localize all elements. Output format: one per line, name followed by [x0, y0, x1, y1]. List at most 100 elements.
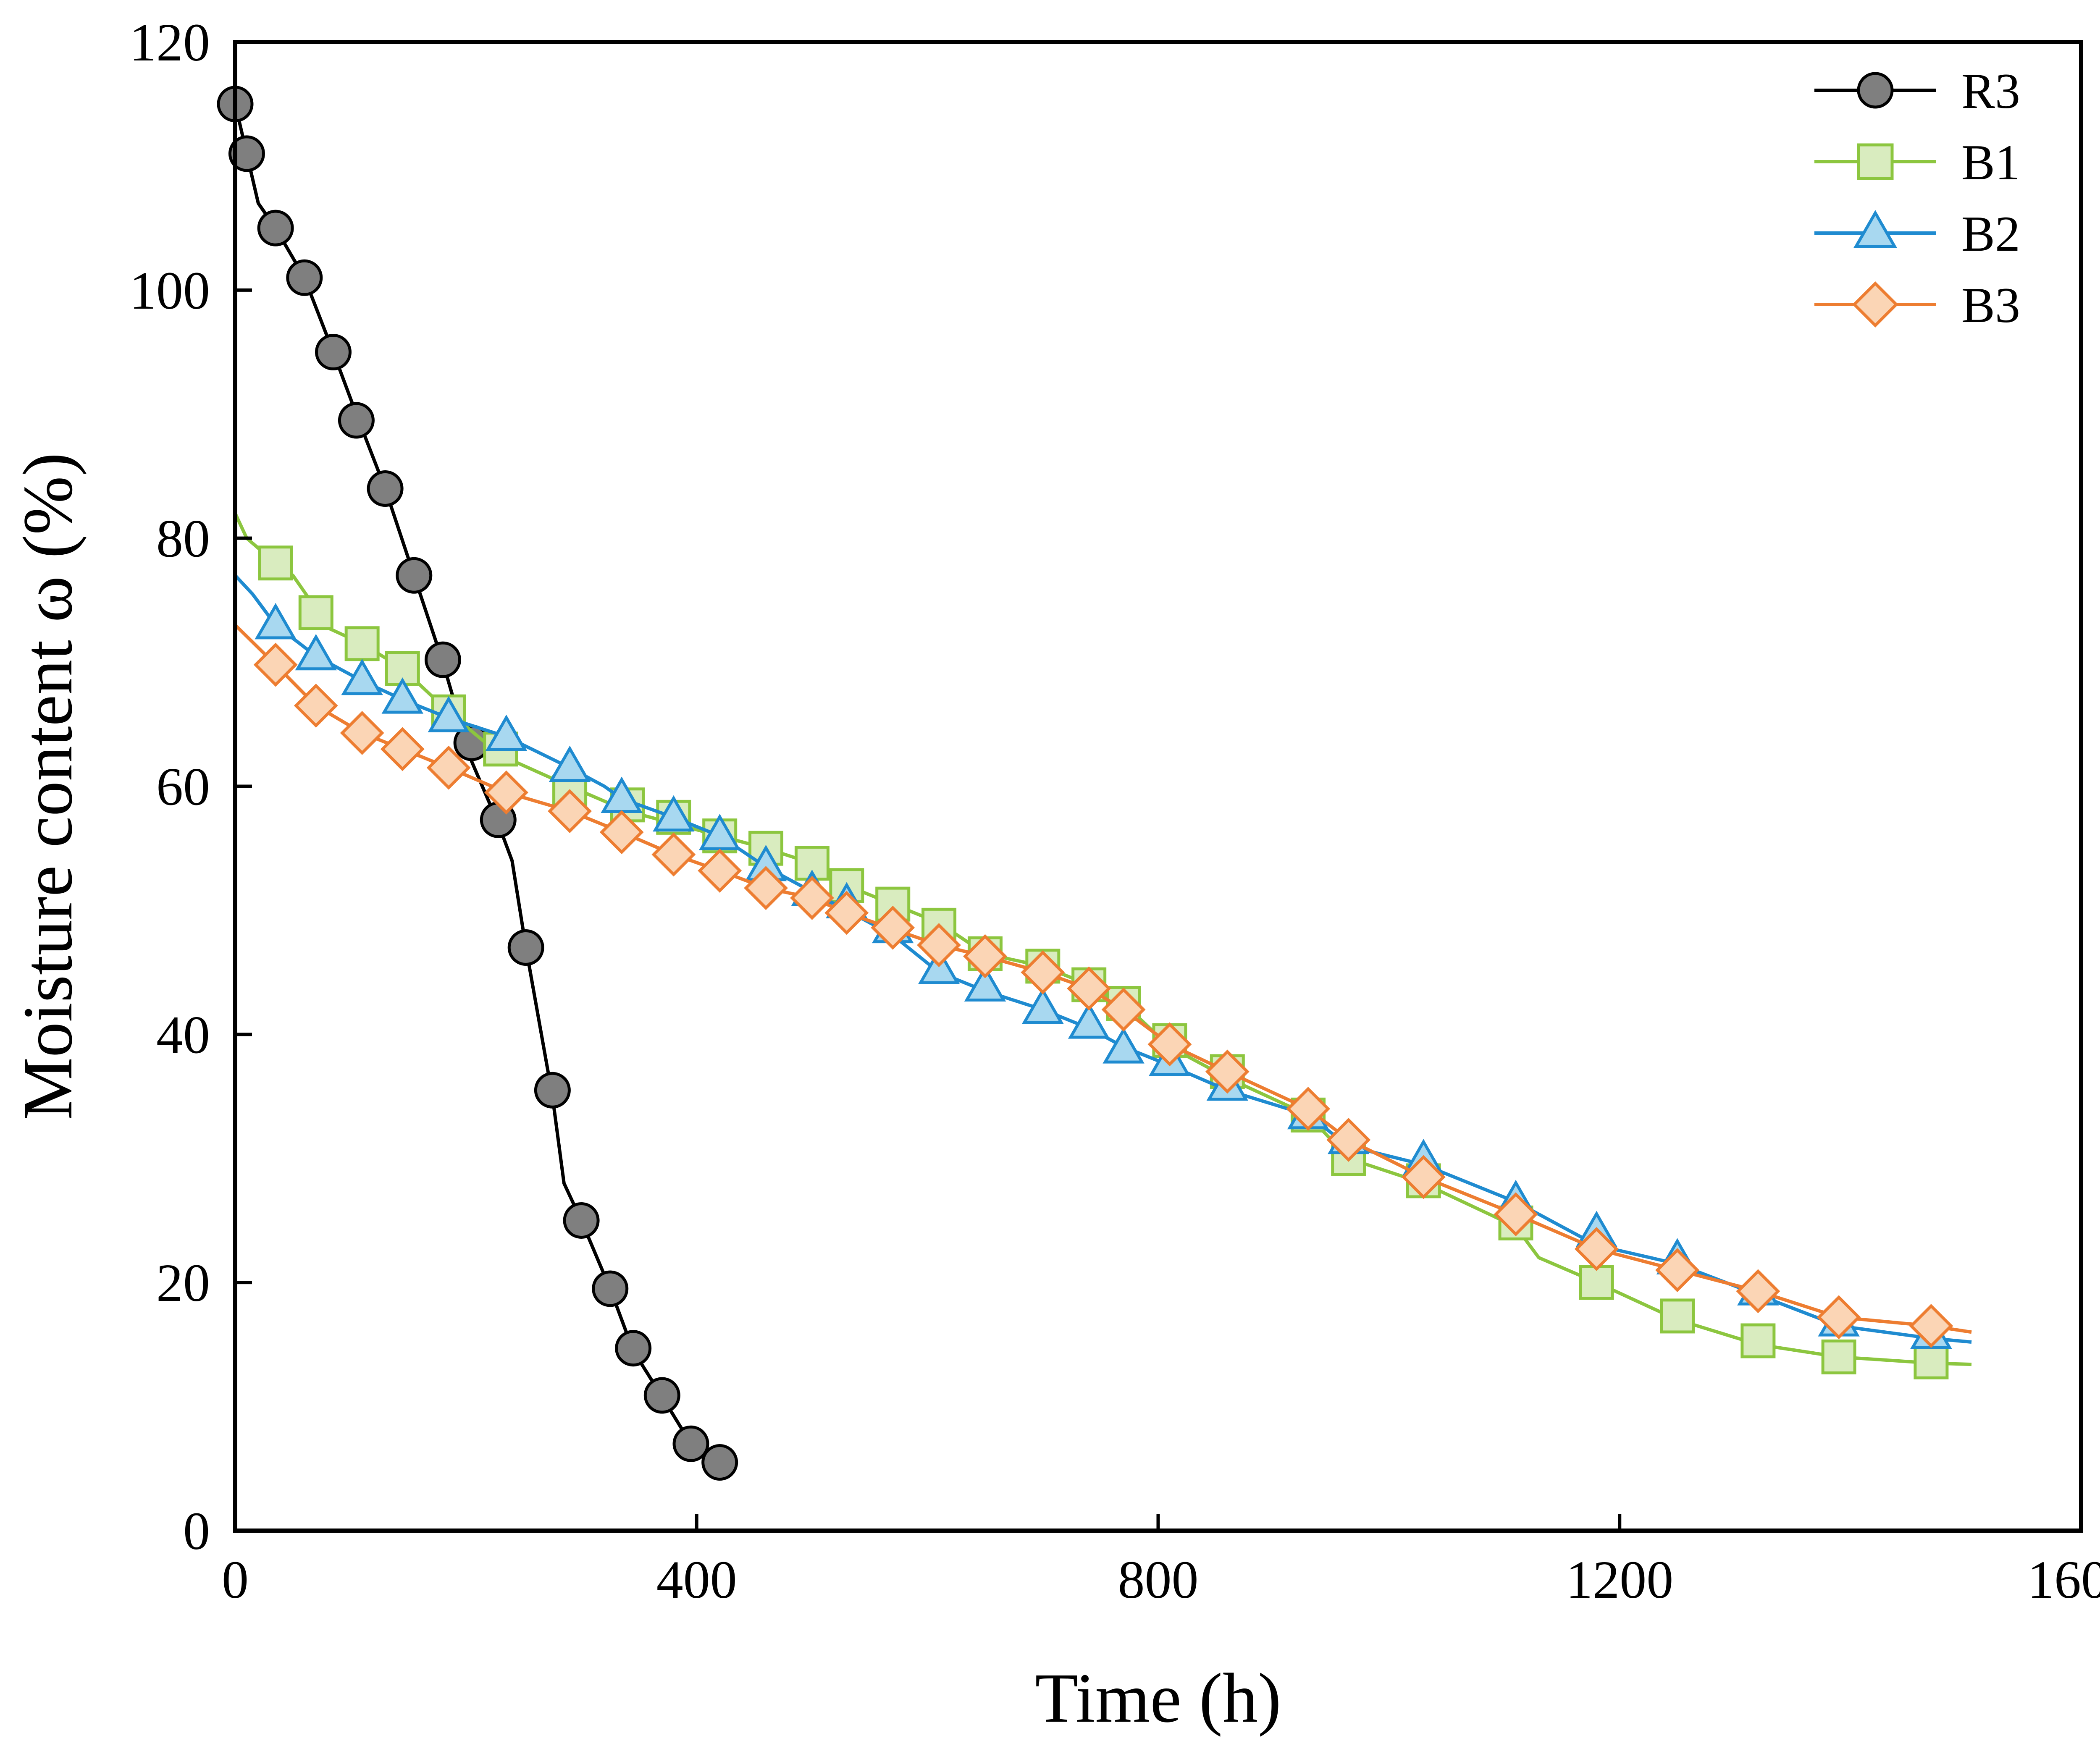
data-point-b2: [428, 696, 470, 732]
x-tick-label: 800: [1118, 1550, 1199, 1610]
data-point-b3: [698, 848, 742, 893]
series-b3: [234, 624, 1972, 1348]
y-tick-label: 120: [129, 13, 210, 72]
data-point-b3: [426, 745, 471, 790]
data-point-b3: [1286, 1087, 1331, 1131]
y-tick-label: 40: [156, 1005, 210, 1064]
data-point-b2: [964, 965, 1006, 1002]
data-point-r3: [286, 259, 323, 296]
data-point-b3: [1574, 1227, 1619, 1271]
data-point-b3: [963, 934, 1007, 978]
data-point-b2: [1102, 1027, 1144, 1064]
data-point-b2: [341, 658, 383, 695]
data-point-r3: [701, 1444, 738, 1481]
data-point-b3: [917, 923, 961, 967]
data-point-b1: [258, 545, 293, 581]
data-point-b3: [1205, 1049, 1250, 1094]
y-tick-label: 20: [156, 1253, 210, 1313]
legend-label-b3: B3: [1961, 277, 2020, 333]
legend-marker-b3: [1852, 281, 1898, 328]
legend-marker-b1: [1857, 143, 1894, 180]
data-point-b3: [871, 905, 915, 950]
data-point-b3: [1101, 987, 1146, 1032]
data-point-r3: [424, 641, 461, 678]
data-point-b1: [1579, 1265, 1614, 1300]
y-tick-label: 0: [183, 1501, 210, 1561]
data-point-r3: [338, 402, 375, 439]
data-point-b3: [1147, 1022, 1192, 1067]
data-point-r3: [592, 1270, 629, 1307]
data-point-b3: [1067, 966, 1111, 1011]
data-point-b2: [485, 714, 528, 751]
legend-label-b1: B1: [1961, 134, 2020, 190]
data-point-r3: [396, 557, 433, 594]
y-tick-label: 60: [156, 757, 210, 817]
data-point-b2: [255, 603, 297, 640]
data-point-b1: [1914, 1344, 1949, 1379]
data-point-b2: [1022, 987, 1064, 1024]
legend-item-b2: B2: [1814, 206, 2020, 262]
legend-label-r3: R3: [1961, 63, 2020, 119]
data-point-b3: [253, 642, 298, 687]
data-point-b2: [653, 795, 695, 832]
data-point-r3: [643, 1377, 680, 1414]
data-point-b3: [484, 770, 528, 815]
data-point-b3: [651, 832, 696, 877]
data-point-b1: [298, 595, 333, 630]
legend-item-b1: B1: [1814, 134, 2020, 190]
data-point-r3: [534, 1072, 571, 1109]
series-r3: [217, 86, 738, 1481]
data-point-r3: [367, 470, 404, 507]
legend-marker-r3: [1857, 72, 1894, 109]
data-point-b3: [380, 727, 425, 771]
data-point-r3: [563, 1202, 600, 1239]
data-point-b3: [744, 866, 788, 910]
data-point-r3: [315, 334, 352, 371]
x-tick-label: 0: [222, 1550, 249, 1610]
data-point-r3: [228, 135, 265, 172]
series-layer: [217, 86, 1972, 1481]
data-point-b3: [548, 789, 592, 834]
data-point-b3: [599, 810, 644, 855]
y-tick-label: 100: [129, 261, 210, 320]
data-point-b3: [1021, 950, 1065, 995]
legend-marker-b2: [1853, 210, 1898, 248]
x-axis-title: Time (h): [1035, 1659, 1281, 1737]
data-point-b3: [1326, 1117, 1371, 1162]
data-point-b3: [1494, 1192, 1538, 1237]
data-point-b2: [1068, 1002, 1110, 1039]
data-point-b2: [549, 745, 591, 782]
y-tick-label: 80: [156, 509, 210, 569]
data-point-b1: [1821, 1339, 1856, 1374]
data-point-b3: [1655, 1248, 1700, 1293]
data-point-b1: [344, 626, 380, 661]
data-point-b3: [824, 891, 869, 935]
data-point-b3: [1736, 1269, 1780, 1314]
legend: R3 B1 B2 B3: [1814, 63, 2020, 333]
data-point-b3: [790, 876, 834, 920]
legend-label-b2: B2: [1961, 206, 2020, 262]
data-point-r3: [257, 210, 294, 246]
data-point-b3: [340, 711, 384, 755]
data-point-b3: [1816, 1295, 1861, 1340]
data-point-b3: [1909, 1304, 1953, 1348]
legend-item-b3: B3: [1814, 277, 2020, 333]
data-point-b2: [295, 634, 337, 671]
data-point-b2: [381, 677, 424, 714]
data-point-b3: [294, 684, 338, 728]
data-point-b1: [1740, 1323, 1776, 1358]
legend-item-r3: R3: [1814, 63, 2020, 119]
data-point-r3: [507, 929, 544, 966]
x-tick-label: 400: [656, 1550, 737, 1610]
data-point-r3: [615, 1330, 652, 1367]
data-point-b3: [1401, 1155, 1446, 1199]
data-point-b1: [1660, 1298, 1695, 1334]
y-axis-title: Moisture content ω (%): [9, 453, 87, 1120]
x-tick-label: 1200: [1566, 1550, 1673, 1610]
data-point-r3: [672, 1425, 709, 1462]
